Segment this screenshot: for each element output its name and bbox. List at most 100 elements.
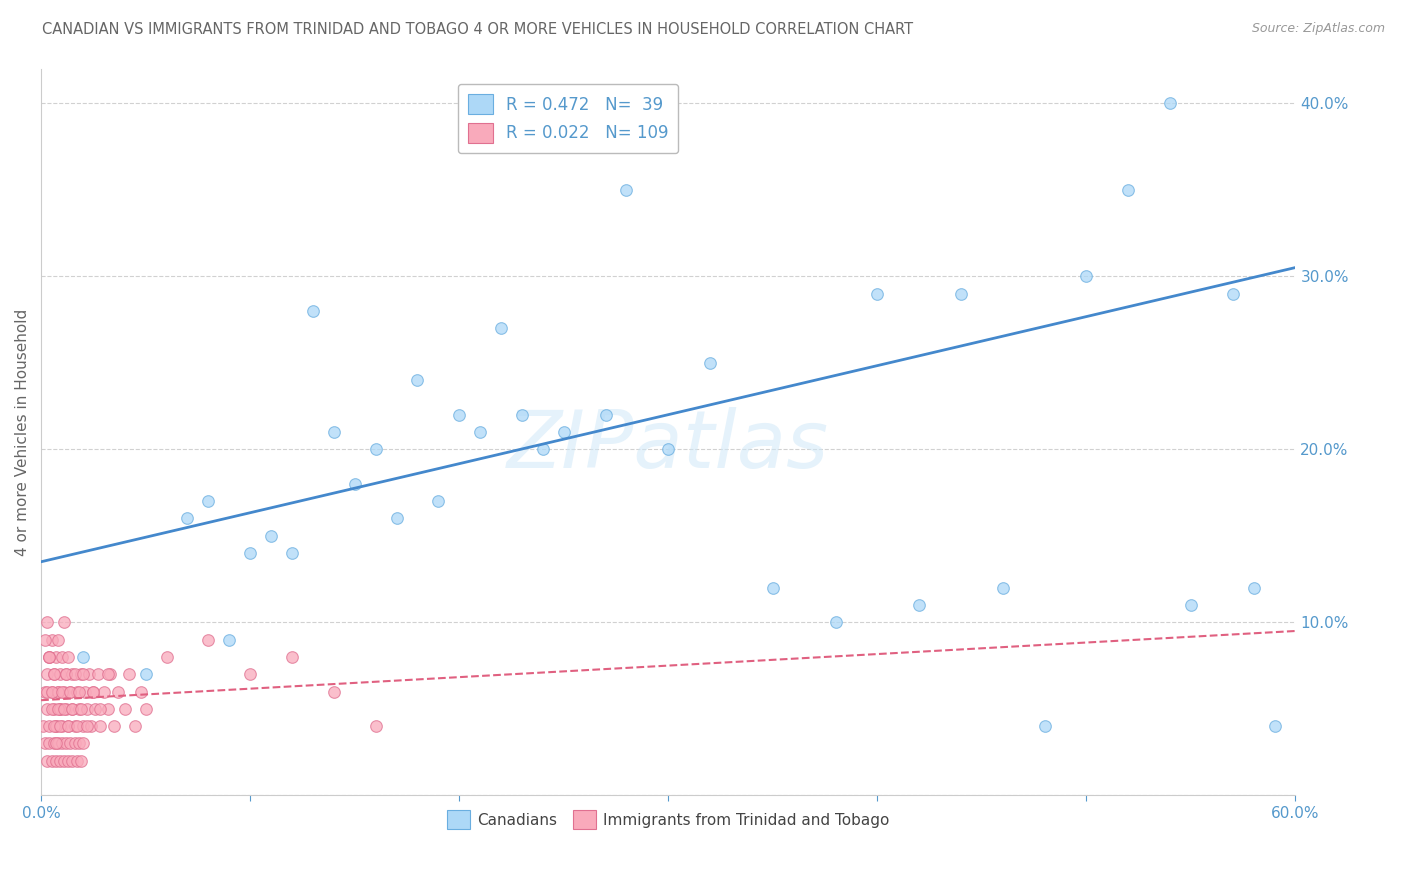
Point [97,702,120,716]
Point [37,667,59,681]
Point [98,667,121,681]
Point [37,684,59,698]
Point [322,425,344,439]
Point [76,719,98,733]
Point [176,511,198,525]
Point [38,649,60,664]
Point [991,581,1014,595]
Point [66,684,89,698]
Point [46,684,69,698]
Point [135,667,157,681]
Point [59,684,82,698]
Y-axis label: 4 or more Vehicles in Household: 4 or more Vehicles in Household [15,309,30,556]
Point [553,425,575,439]
Point [124,719,146,733]
Point [58,754,80,768]
Point [762,581,785,595]
Point [42,702,65,716]
Point [72,736,94,750]
Point [62,702,84,716]
Point [510,408,533,422]
Point [37,754,59,768]
Point [86,667,108,681]
Point [62,702,84,716]
Point [239,546,262,560]
Point [1264,719,1286,733]
Point [616,183,638,197]
Point [89,702,111,716]
Point [63,667,86,681]
Point [103,719,125,733]
Point [449,408,471,422]
Point [46,632,69,647]
Point [67,736,90,750]
Point [82,684,104,698]
Point [73,684,96,698]
Point [699,356,721,370]
Point [51,719,73,733]
Point [364,442,387,457]
Point [343,476,366,491]
Point [49,754,72,768]
Point [63,736,86,750]
Point [42,736,65,750]
Point [69,702,91,716]
Point [385,511,408,525]
Point [427,494,450,508]
Point [38,649,60,664]
Point [1180,598,1202,612]
Point [59,736,82,750]
Point [41,684,63,698]
Point [239,667,262,681]
Point [46,684,69,698]
Point [34,684,56,698]
Point [131,684,153,698]
Point [281,649,304,664]
Point [49,667,72,681]
Point [58,719,80,733]
Point [67,684,90,698]
Point [93,684,115,698]
Text: CANADIAN VS IMMIGRANTS FROM TRINIDAD AND TOBAGO 4 OR MORE VEHICLES IN HOUSEHOLD : CANADIAN VS IMMIGRANTS FROM TRINIDAD AND… [42,22,914,37]
Point [77,667,100,681]
Point [260,529,283,543]
Point [63,719,86,733]
Point [468,425,491,439]
Point [49,702,72,716]
Point [72,649,94,664]
Point [197,632,219,647]
Point [55,702,77,716]
Point [1243,581,1265,595]
Point [34,736,56,750]
Point [72,667,94,681]
Point [97,667,120,681]
Point [51,736,73,750]
Point [38,736,60,750]
Point [62,754,84,768]
Point [69,754,91,768]
Point [866,286,889,301]
Point [1033,719,1056,733]
Text: Source: ZipAtlas.com: Source: ZipAtlas.com [1251,22,1385,36]
Point [76,702,98,716]
Point [89,719,111,733]
Point [55,736,77,750]
Point [46,736,69,750]
Point [197,494,219,508]
Point [51,684,73,698]
Point [53,754,76,768]
Point [58,649,80,664]
Point [42,667,65,681]
Point [37,702,59,716]
Point [949,286,972,301]
Point [46,702,69,716]
Point [302,303,325,318]
Point [657,442,679,457]
Point [42,719,65,733]
Point [45,719,67,733]
Point [114,702,136,716]
Point [531,442,554,457]
Point [69,667,91,681]
Point [55,667,77,681]
Point [66,719,89,733]
